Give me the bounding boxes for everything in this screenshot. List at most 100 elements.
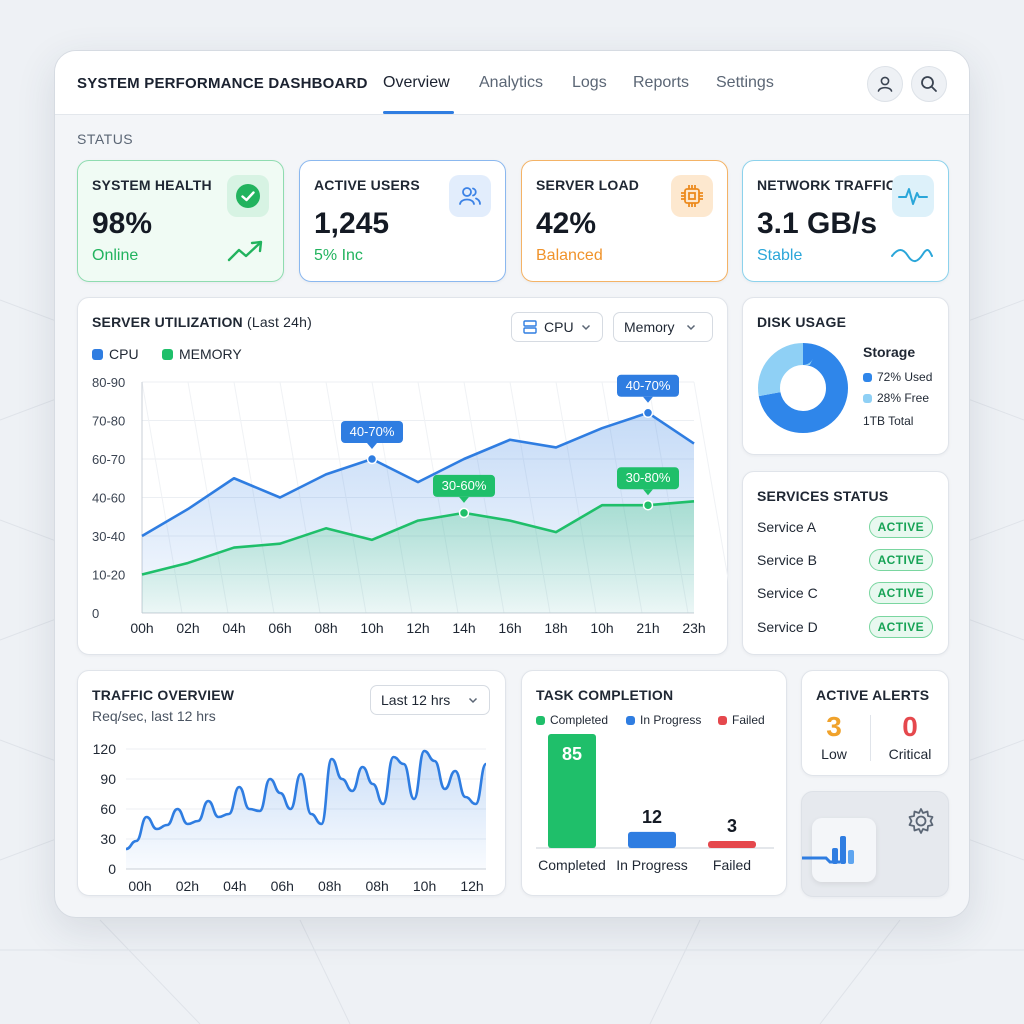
y-tick-label: 60 [100,801,116,817]
chevron-down-icon [686,324,695,331]
network-traffic-status: Stable [757,247,803,264]
bar-value-label: 3 [727,816,737,836]
active-users-change: 5% Inc [314,247,363,264]
tab-analytics[interactable]: Analytics [479,74,544,91]
wave-icon [891,249,933,262]
tab-reports[interactable]: Reports [633,74,690,91]
bar-in-progress [628,831,676,848]
failed-legend: Failed [718,713,765,727]
y-tick-label: 80-90 [92,375,125,390]
chevron-down-icon [581,324,590,331]
data-point-marker [642,499,654,511]
network-node-icon [802,836,854,864]
server-utilization-title-text: SERVER UTILIZATION [92,314,243,330]
annotation-pointer [643,489,653,496]
traffic-series-line [125,749,488,851]
x-tick-label: 10h [590,620,613,636]
active-alerts-title: ACTIVE ALERTS [816,687,930,703]
gear-icon[interactable] [906,806,936,836]
bar-value-label: 12 [642,807,662,827]
search-icon [921,76,937,92]
tab-settings[interactable]: Settings [716,74,774,91]
time-range-label: Last 12 hrs [381,692,451,708]
in-progress-legend-label: In Progress [640,713,702,727]
active-alerts-card: ACTIVE ALERTS 3 Low 0 Critical [801,670,949,776]
memory-dropdown[interactable]: Memory [613,312,713,342]
status-badge: ACTIVE [868,616,933,638]
x-tick-label: 14h [452,620,475,636]
tab-overview[interactable]: Overview [383,74,450,91]
y-tick-label: 30 [100,831,116,847]
x-tick-label: 08h [365,878,388,894]
data-point-marker [642,407,654,419]
system-health-value: 98% [92,207,153,240]
memory-series-area [142,501,694,613]
user-profile-button[interactable] [867,66,903,102]
server-utilization-period: (Last 24h) [246,314,313,330]
x-tick-label: 23h [682,620,705,636]
tab-logs[interactable]: Logs [572,74,607,91]
system-health-status: Online [92,247,139,264]
x-tick-label: 02h [176,878,199,894]
time-range-dropdown[interactable]: Last 12 hrs [370,685,490,715]
check-circle-icon [227,175,269,217]
free-legend-swatch [863,393,872,403]
settings-widget[interactable] [801,791,949,897]
x-tick-label: 10h [413,878,436,894]
users-icon [449,175,491,217]
system-health-title: SYSTEM HEALTH [92,177,212,193]
active-users-value: 1,245 [314,207,390,240]
memory-legend-label: MEMORY [179,346,242,362]
memory-dropdown-label: Memory [624,319,675,335]
disk-usage-title: DISK USAGE [757,314,847,330]
y-tick-label: 60-70 [92,452,125,467]
x-tick-label: 08h [314,620,337,636]
failed-legend-swatch [718,715,727,725]
service-row: Service C ACTIVE [757,582,933,604]
x-tick-label: In Progress [616,857,688,873]
y-tick-label: 120 [93,741,117,757]
memory-legend: MEMORY [162,346,242,362]
x-tick-label: 16h [498,620,521,636]
in-progress-legend: In Progress [626,713,701,727]
x-tick-label: 00h [128,878,151,894]
total-storage-label: 1TB Total [863,414,914,428]
critical-alerts-label: Critical [888,746,932,762]
service-name: Service A [757,519,817,535]
x-tick-label: 06h [268,620,291,636]
traffic-overview-card: TRAFFIC OVERVIEW Req/sec, last 12 hrs La… [77,670,506,896]
x-tick-label: 06h [271,878,294,894]
data-point-marker [366,453,378,465]
x-tick-label: Completed [538,857,606,873]
used-legend: 72% Used [863,370,932,384]
server-utilization-title: SERVER UTILIZATION (Last 24h) [92,314,312,330]
server-load-title: SERVER LOAD [536,177,640,193]
network-traffic-value: 3.1 GB/s [757,207,878,240]
cpu-dropdown-label: CPU [544,319,574,335]
x-tick-label: 04h [223,878,246,894]
search-button[interactable] [911,66,947,102]
status-badge: ACTIVE [868,582,933,604]
annotation-bubble [617,374,679,397]
cpu-legend: CPU [92,346,139,362]
perspective-gridline [693,381,729,588]
status-section-label: STATUS [77,131,134,147]
services-status-card: SERVICES STATUS Service A ACTIVE Service… [742,471,949,655]
status-badge: ACTIVE [868,549,933,571]
low-alerts-label: Low [821,746,847,762]
disk-free-slice [758,343,848,433]
traffic-overview-chart: 0 30 60 90 120 00h 02h 04h 06h 08h 08h 10h 12h [93,741,488,894]
service-name: Service C [757,585,818,601]
server-utilization-card: SERVER UTILIZATION (Last 24h) CPU Memory… [77,297,729,655]
annotation-bubble [617,467,679,490]
low-alerts-count: 3 [826,711,842,742]
traffic-series-area [126,751,486,869]
services-status-title: SERVICES STATUS [757,488,889,504]
traffic-overview-subtitle: Req/sec, last 12 hrs [92,708,216,724]
network-traffic-title: NETWORK TRAFFIC [757,177,897,193]
task-completion-chart: 85 Completed 12 In Progress 3 Failed [536,734,774,873]
data-point-marker [458,507,470,519]
cpu-dropdown[interactable]: CPU [511,312,603,342]
cpu-chip-icon [671,175,713,217]
active-tab-indicator [383,111,454,114]
